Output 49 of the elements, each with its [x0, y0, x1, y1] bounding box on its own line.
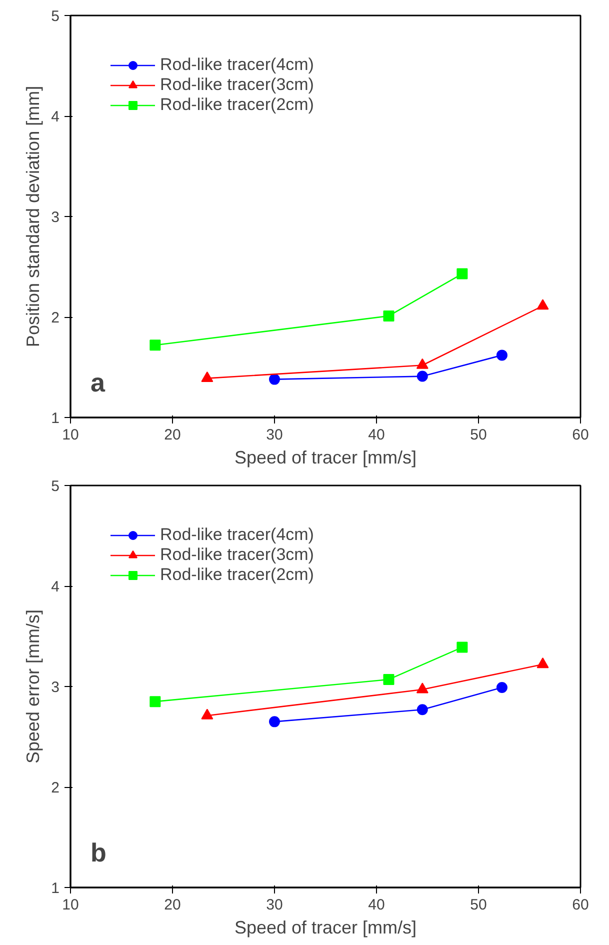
x-tick-label: 10 [62, 426, 79, 444]
y-tick-label: 5 [51, 478, 60, 495]
x-tick-label: 10 [62, 896, 79, 914]
x-tick-label: 20 [164, 896, 181, 914]
y-tick-label: 5 [51, 8, 60, 25]
point [416, 682, 428, 694]
point [536, 658, 549, 668]
x-tick-label: 30 [266, 426, 283, 444]
legend-label: Rod-like tracer(4cm) [160, 525, 314, 545]
legend-label: Rod-like tracer(3cm) [160, 545, 314, 565]
y-tick-label: 4 [51, 108, 60, 126]
y-axis-title: Speed error [mm/s] [23, 609, 44, 764]
point [456, 642, 468, 653]
point [496, 350, 508, 361]
point [416, 370, 428, 382]
x-tick-label: 40 [368, 426, 385, 444]
point [150, 696, 161, 708]
point [383, 674, 394, 685]
x-tick-label: 30 [266, 896, 283, 914]
y-tick-label: 4 [51, 578, 60, 596]
legend-label: Rod-like tracer(2cm) [160, 565, 314, 585]
point [496, 682, 508, 693]
x-tick-label: 50 [470, 896, 487, 914]
point [269, 374, 280, 385]
y-tick-label: 2 [51, 310, 60, 326]
point [536, 299, 549, 310]
y-tick-label: 2 [51, 780, 60, 796]
y-tick-label: 1 [51, 880, 60, 897]
legend-label: Rod-like tracer(3cm) [160, 75, 314, 95]
y-tick-label: 3 [51, 209, 60, 226]
point [416, 704, 428, 716]
legend-label: Rod-like tracer(2cm) [160, 95, 314, 115]
annotation: b [90, 838, 106, 868]
point [383, 310, 394, 322]
x-axis-title: Speed of tracer [mm/s] [234, 448, 417, 468]
y-tick-label: 1 [51, 410, 60, 427]
y-axis-title: Position standard deviation [mm] [23, 86, 44, 348]
point [269, 716, 280, 728]
legend-label: Rod-like tracer(4cm) [160, 55, 314, 75]
x-tick-label: 60 [572, 896, 589, 914]
point [456, 268, 468, 280]
x-tick-label: 50 [470, 426, 487, 444]
x-tick-label: 60 [572, 426, 589, 444]
point [150, 340, 161, 351]
x-tick-label: 40 [368, 896, 385, 914]
annotation: a [90, 368, 106, 398]
x-tick-label: 20 [164, 426, 181, 444]
x-axis-title: Speed of tracer [mm/s] [234, 918, 417, 938]
y-tick-label: 3 [51, 679, 60, 696]
